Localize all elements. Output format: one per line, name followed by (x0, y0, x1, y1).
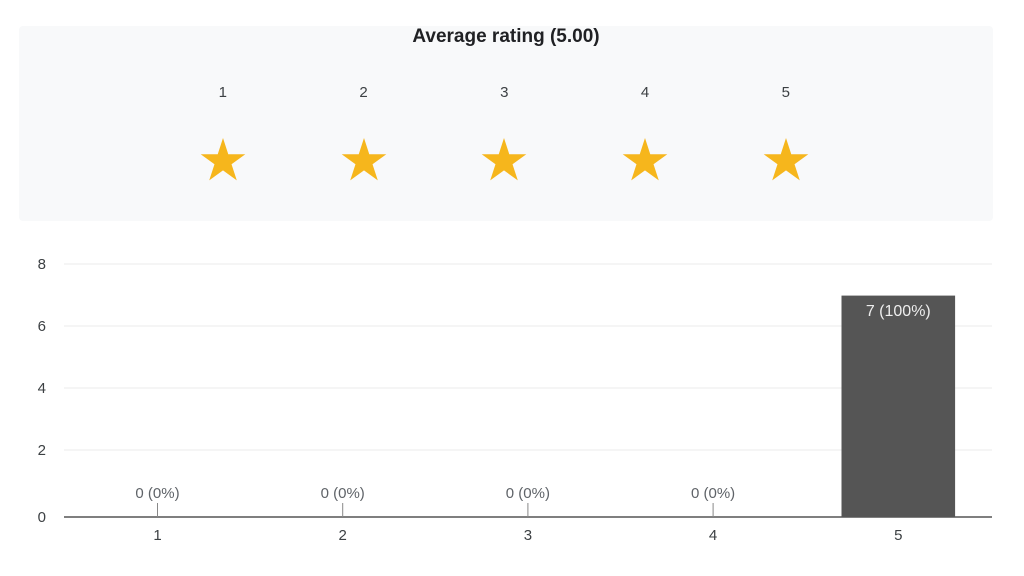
svg-text:4: 4 (38, 380, 46, 397)
svg-text:5: 5 (894, 527, 902, 544)
svg-text:0 (0%): 0 (0%) (691, 485, 735, 502)
svg-text:0: 0 (38, 509, 46, 526)
svg-text:3: 3 (524, 527, 532, 544)
svg-text:0 (0%): 0 (0%) (135, 485, 179, 502)
svg-text:6: 6 (38, 318, 46, 335)
svg-text:2: 2 (38, 442, 46, 459)
svg-text:8: 8 (38, 256, 46, 273)
svg-text:4: 4 (709, 527, 717, 544)
svg-text:2: 2 (339, 527, 347, 544)
svg-text:0 (0%): 0 (0%) (506, 485, 550, 502)
svg-text:0 (0%): 0 (0%) (321, 485, 365, 502)
svg-text:7 (100%): 7 (100%) (866, 303, 931, 320)
svg-text:1: 1 (153, 527, 161, 544)
